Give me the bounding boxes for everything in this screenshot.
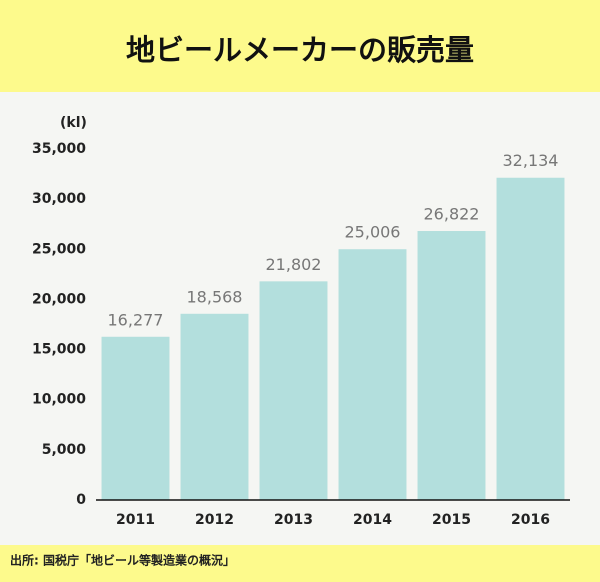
value-label: 26,822 <box>424 205 480 224</box>
x-tick-label: 2014 <box>353 512 392 528</box>
value-label: 21,802 <box>266 255 322 274</box>
y-tick-label: 30,000 <box>32 191 86 207</box>
bar <box>496 177 565 500</box>
x-tick-label: 2016 <box>511 512 550 528</box>
bar <box>338 249 407 500</box>
y-tick-label: 5,000 <box>42 442 87 458</box>
bar <box>101 336 170 500</box>
chart-title: 地ビールメーカーの販売量 <box>126 33 474 67</box>
source-note: 出所: 国税庁「地ビール等製造業の概況」 <box>10 553 235 568</box>
y-axis-unit: (kl) <box>60 115 87 131</box>
x-tick-label: 2012 <box>195 512 234 528</box>
y-tick-label: 0 <box>76 492 86 508</box>
x-tick-label: 2015 <box>432 512 471 528</box>
header-band <box>0 0 600 92</box>
bar <box>417 231 486 500</box>
footer-band <box>0 545 600 582</box>
y-tick-label: 10,000 <box>32 392 86 408</box>
x-tick-label: 2013 <box>274 512 313 528</box>
y-tick-label: 35,000 <box>32 141 86 157</box>
bar <box>259 281 328 500</box>
y-tick-label: 25,000 <box>32 241 86 257</box>
bar <box>180 313 249 500</box>
y-tick-label: 15,000 <box>32 342 86 358</box>
y-tick-label: 20,000 <box>32 291 86 307</box>
value-label: 18,568 <box>187 287 243 306</box>
value-label: 25,006 <box>345 223 401 242</box>
value-label: 32,134 <box>503 151 559 170</box>
x-tick-label: 2011 <box>116 512 155 528</box>
value-label: 16,277 <box>108 310 164 329</box>
